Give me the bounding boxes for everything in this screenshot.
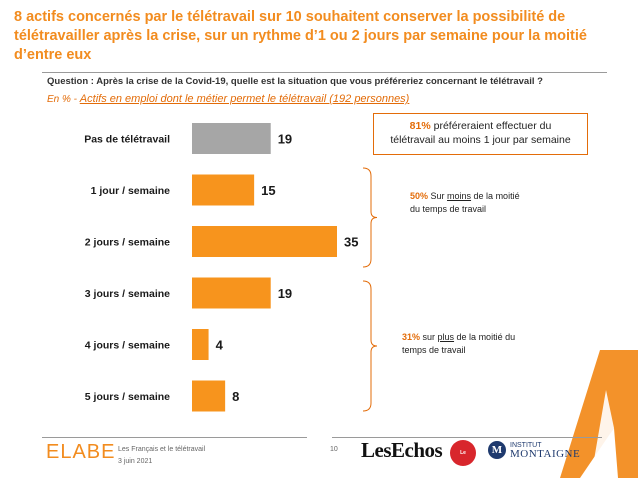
bar bbox=[192, 226, 337, 257]
basis-prefix: En % - bbox=[47, 94, 80, 105]
survey-basis: En % - Actifs en emploi dont le métier p… bbox=[47, 93, 409, 105]
category-label: 2 jours / semaine bbox=[85, 237, 170, 249]
note-lower-emph: plus bbox=[437, 332, 455, 342]
callout-text-a: préféreraient effectuer du bbox=[430, 120, 552, 132]
category-label: 3 jours / semaine bbox=[85, 288, 170, 300]
page-number: 10 bbox=[330, 446, 338, 453]
le-parisien-logo: Le Parisien bbox=[450, 440, 476, 482]
bar-value-label: 15 bbox=[261, 183, 275, 198]
note-less-than-half: 50% Sur moins de la moitié du temps de t… bbox=[410, 190, 560, 216]
header-divider bbox=[42, 72, 607, 73]
slide-headline: 8 actifs concernés par le télétravail su… bbox=[14, 9, 587, 63]
brace-upper bbox=[362, 167, 378, 268]
bar-value-label: 8 bbox=[232, 389, 239, 404]
elabe-logo: ELABE bbox=[46, 441, 116, 463]
note-upper-text-b: de la moitié bbox=[471, 191, 520, 201]
bar-value-label: 35 bbox=[344, 235, 358, 250]
callout-box: 81% préféreraient effectuer du télétrava… bbox=[373, 113, 588, 155]
note-lower-text-a: sur bbox=[420, 332, 438, 342]
footer-study-info: Les Français et le télétravail 3 juin 20… bbox=[118, 444, 205, 468]
bar bbox=[192, 277, 271, 309]
footer-date: 3 juin 2021 bbox=[118, 458, 153, 465]
bar bbox=[192, 329, 209, 360]
note-lower-text-c: temps de travail bbox=[402, 345, 466, 355]
note-lower-pct: 31% bbox=[402, 332, 421, 342]
survey-question: Question : Après la crise de la Covid-19… bbox=[47, 76, 543, 87]
bar-value-label: 19 bbox=[278, 132, 292, 147]
institut-montaigne-mark: M bbox=[488, 441, 506, 459]
note-upper-emph: moins bbox=[447, 191, 472, 201]
bar bbox=[192, 123, 271, 154]
institut-line1: INSTITUT bbox=[510, 442, 542, 449]
bar-chart: Pas de télétravail 19 1 jour / semaine 15 2 … bbox=[84, 123, 378, 412]
brace-lower bbox=[362, 280, 378, 412]
note-upper-text-a: Sur bbox=[428, 191, 448, 201]
category-label: Pas de télétravail bbox=[84, 134, 170, 146]
corner-logo-mark bbox=[560, 350, 638, 478]
bar bbox=[192, 174, 255, 206]
footer-study: Les Français et le télétravail bbox=[118, 446, 206, 453]
basis-population: Actifs en emploi dont le métier permet l… bbox=[79, 93, 410, 105]
note-more-than-half: 31% sur plus de la moitié du temps de tr… bbox=[402, 331, 562, 357]
category-label: 4 jours / semaine bbox=[85, 340, 170, 352]
footer-divider-left bbox=[42, 437, 307, 438]
institut-line2: MONTAIGNE bbox=[510, 448, 581, 460]
callout-pct: 81% bbox=[409, 120, 431, 132]
category-label: 1 jour / semaine bbox=[91, 185, 171, 197]
bar-value-label: 4 bbox=[216, 338, 224, 353]
les-echos-logo: LesEchos bbox=[361, 438, 443, 462]
footer-divider-right bbox=[332, 437, 602, 438]
bar-value-label: 19 bbox=[278, 286, 292, 301]
callout-text-b: télétravail au moins 1 jour par semaine bbox=[390, 134, 571, 146]
note-upper-pct: 50% bbox=[410, 191, 429, 201]
note-upper-text-c: du temps de travail bbox=[410, 204, 487, 214]
institut-montaigne-logo: INSTITUT MONTAIGNE bbox=[510, 441, 581, 460]
bar bbox=[192, 380, 226, 412]
category-label: 5 jours / semaine bbox=[85, 391, 170, 403]
note-lower-text-b: de la moitié du bbox=[454, 332, 516, 342]
